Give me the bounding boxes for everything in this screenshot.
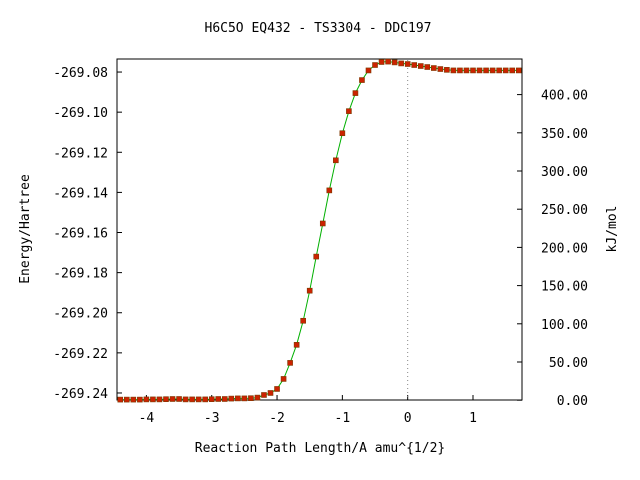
data-point [287,360,293,366]
data-point [182,396,189,403]
x-tick-label: 0 [404,411,412,426]
data-point [248,395,254,401]
data-point [241,395,248,402]
x-axis: -4 -3 -2 -1 0 1 [139,395,477,426]
data-point [117,396,124,403]
data-point [221,396,228,402]
y2-tick-label: 200.00 [541,241,588,256]
data-point [509,67,516,74]
data-point [444,67,450,73]
y2-tick-label: 350.00 [541,127,588,142]
data-point [372,62,378,68]
series-energy-profile [117,58,522,403]
y2-axis-label: kJ/mol [605,206,620,253]
x-tick-label: -4 [139,411,155,426]
y-axis-left: -269.08 -269.10 -269.12 -269.14 -269.16 -269.… [53,66,122,402]
data-point [404,61,411,67]
data-point [391,59,398,66]
y-tick-label: -269.10 [53,106,108,121]
data-point [450,67,457,74]
data-point [280,376,287,382]
x-tick-label: -1 [335,411,351,426]
data-point [463,67,470,74]
y-tick-label: -269.14 [53,186,108,201]
data-point [424,64,431,70]
data-point [235,395,241,402]
data-point [365,67,372,74]
data-point [489,67,496,74]
data-point [169,396,176,402]
data-point [228,395,235,402]
data-point [215,396,222,402]
data-point [293,342,300,348]
data-point [496,67,502,74]
data-point [339,130,346,137]
data-point [300,317,306,324]
y2-tick-label: 50.00 [549,356,588,371]
data-point [319,220,326,227]
chart-title: H6C5O EQ432 - TS3304 - DDC197 [205,21,432,36]
data-point [143,396,150,403]
data-point [346,108,352,114]
data-point [202,396,208,403]
data-point [267,390,274,396]
y-tick-label: -269.18 [53,267,108,282]
data-point [189,396,195,403]
x-tick-label: 1 [469,411,477,426]
data-point [130,396,137,403]
y-axis-label: Energy/Hartree [18,174,33,284]
y-tick-label: -269.16 [53,227,108,242]
data-point [431,65,437,71]
y2-tick-label: 400.00 [541,89,588,104]
data-point [254,394,261,401]
data-point [326,187,333,194]
x-axis-label: Reaction Path Length/A amu^{1/2} [195,441,445,456]
data-point [313,253,320,260]
data-point [274,386,280,392]
y2-tick-label: 150.00 [541,280,588,295]
data-point [150,396,156,403]
y-tick-label: -269.22 [53,347,108,362]
y-tick-label: -269.08 [53,66,108,81]
data-point [483,67,489,74]
plot-frame [116,58,523,401]
data-point [378,59,385,65]
y2-tick-label: 0.00 [557,394,588,409]
data-point [515,67,522,74]
data-point [359,77,365,83]
data-point [385,58,391,65]
data-point [156,396,163,403]
data-point [502,67,509,74]
x-tick-label: -2 [269,411,285,426]
data-point [261,392,267,398]
x-tick-label: -3 [204,411,220,426]
data-point [476,67,483,74]
data-point [398,60,404,67]
series-line [120,61,519,401]
data-point [333,157,339,164]
data-point [208,396,215,402]
data-point [195,396,202,403]
data-point [176,396,182,402]
data-point [457,67,463,74]
data-point [352,90,359,96]
y2-tick-label: 100.00 [541,318,588,333]
data-point [137,396,143,403]
data-point [163,396,169,402]
data-point [417,63,424,69]
data-point [470,67,476,74]
y-tick-label: -269.20 [53,307,108,322]
y2-tick-label: 300.00 [541,165,588,180]
data-point [411,62,418,68]
y-tick-label: -269.24 [53,387,108,402]
data-point [123,396,130,403]
y2-tick-label: 250.00 [541,203,588,218]
y-tick-label: -269.12 [53,146,108,161]
data-point [306,287,313,294]
data-point [437,66,444,72]
y-axis-right: 0.00 50.00 100.00 150.00 200.00 250.00 300.00 3… [517,89,588,409]
